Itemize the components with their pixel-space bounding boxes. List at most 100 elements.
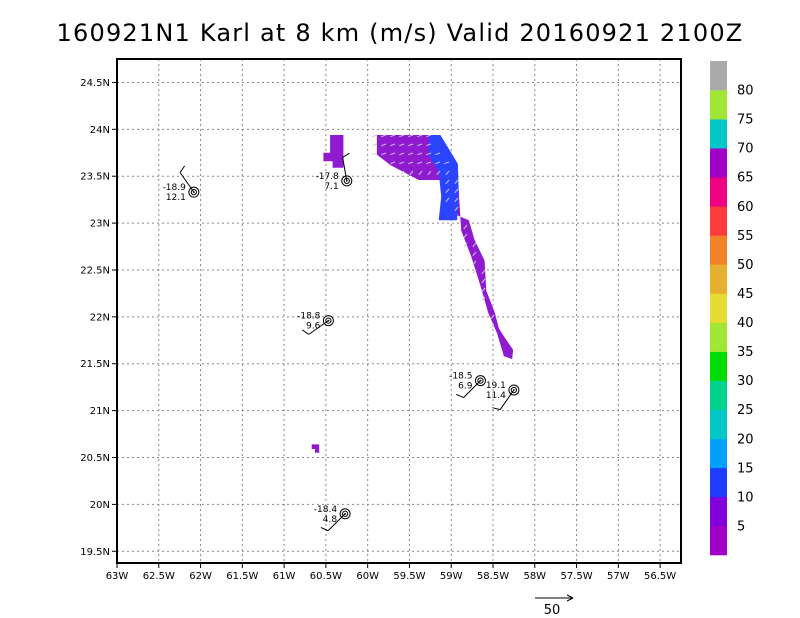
colorbar-swatch (710, 148, 727, 178)
wind-arrow (436, 170, 441, 176)
wind-region-blue-core (428, 135, 459, 221)
x-tick-label: 57.5W (560, 571, 592, 582)
colorbar-swatch (710, 206, 727, 236)
wind-barb-flag (455, 393, 464, 399)
colorbar-swatch (710, 119, 727, 149)
colorbar-label: 20 (737, 432, 754, 447)
station-bottom-value: 9.6 (306, 322, 321, 332)
colorbar: 5 10 15 20 25 30 35 40 45 50 55 60 65 70 75 80 (710, 61, 754, 556)
station: -18.912.1 (163, 165, 200, 203)
colorbar-label: 55 (737, 229, 754, 244)
wind-arrow (481, 296, 486, 302)
wind-arrows (372, 134, 495, 329)
wind-arrow (490, 323, 495, 329)
colorbar-swatch (710, 90, 727, 120)
y-tick-label: 21.5N (80, 359, 110, 370)
reference-vector-label: 50 (544, 603, 561, 618)
colorbar-swatch (710, 496, 727, 527)
station-inner-ring (477, 377, 484, 384)
colorbar-label: 65 (737, 171, 754, 186)
chart-title: 160921N1 Karl at 8 km (m/s) Valid 201609… (57, 19, 744, 47)
wind-arrow (417, 152, 423, 156)
colorbar-label: 45 (737, 287, 754, 302)
colorbar-swatch (710, 235, 727, 265)
wind-arrow (390, 152, 396, 156)
wind-arrow (472, 269, 477, 275)
wind-arrow (454, 206, 459, 212)
colorbar-swatch (710, 438, 727, 469)
wind-arrow (444, 161, 450, 165)
x-tick-label: 61W (273, 571, 296, 582)
x-tick-label: 63W (106, 571, 129, 582)
colorbar-label: 50 (737, 258, 754, 273)
wind-arrow (463, 233, 468, 239)
wind-arrow (418, 170, 423, 176)
wind-arrow (426, 161, 432, 165)
colorbar-label: 35 (737, 345, 754, 360)
wind-arrow (454, 188, 459, 194)
wind-arrow (472, 251, 477, 257)
colorbar-label: 60 (737, 200, 754, 215)
colorbar-swatch (710, 61, 727, 91)
y-tick-label: 23N (90, 219, 110, 230)
colorbar-label: 30 (737, 374, 754, 389)
wind-arrow (490, 314, 495, 320)
reference-vector-head (566, 594, 574, 602)
colorbar-label: 10 (737, 490, 754, 505)
colorbar-label: 40 (737, 316, 754, 331)
wind-barb-flag (320, 527, 329, 532)
wind-arrow (372, 134, 378, 138)
colorbar-label: 15 (737, 461, 754, 476)
station-top-value: 19.1 (486, 381, 506, 391)
wind-arrow (481, 278, 486, 284)
colorbar-label: 80 (737, 84, 754, 99)
wind-arrow (399, 161, 405, 165)
grid-lines (116, 59, 681, 563)
colorbar-swatch (710, 380, 727, 411)
colorbar-label: 25 (737, 403, 754, 418)
x-tick-label: 60.5W (310, 571, 342, 582)
wind-arrow (408, 134, 414, 138)
wind-barb-staff (179, 172, 195, 193)
wind-arrow (435, 161, 441, 165)
wind-arrow (408, 143, 414, 147)
wind-arrow (472, 260, 477, 266)
wind-barb-flag (179, 165, 186, 173)
wind-arrow (381, 152, 387, 156)
wind-arrow (435, 152, 441, 156)
station-top-value: -17.8 (315, 172, 339, 182)
wind-arrow (454, 197, 459, 203)
observation-stations: -18.912.1 -17.87.1 -18.89.6 -18.56.9 19.111.… (163, 152, 520, 532)
wind-barb-flag (492, 407, 501, 411)
wind-arrow (408, 152, 414, 156)
y-tick-label: 20N (90, 500, 110, 511)
station: -18.89.6 (297, 312, 334, 335)
colorbar-swatch (710, 409, 727, 440)
station-bottom-value: 6.9 (458, 382, 473, 392)
y-tick-label: 22.5N (80, 265, 110, 276)
wind-arrow (408, 161, 414, 165)
station: -17.87.1 (315, 152, 353, 192)
wind-arrow (399, 134, 405, 138)
station-bottom-value: 4.8 (323, 515, 338, 525)
wind-arrow (399, 143, 405, 147)
x-tick-label: 59.5W (393, 571, 425, 582)
wind-arrow (409, 170, 414, 176)
wind-barb-flag (301, 329, 310, 335)
y-tick-label: 23.5N (80, 172, 110, 183)
colorbar-label: 75 (737, 113, 754, 128)
wind-arrow (390, 134, 396, 138)
wind-arrow (463, 224, 468, 230)
station-inner-ring (190, 189, 197, 196)
station-bottom-value: 11.4 (486, 391, 506, 401)
wind-arrow (463, 242, 468, 248)
station-top-value: -18.9 (163, 183, 187, 193)
y-axis-ticks: 19.5N 20N 20.5N 21N 21.5N 22N 22.5N 23N 23.5N 24N… (80, 78, 117, 558)
wind-barb-staff (327, 513, 346, 532)
wind-arrow (472, 242, 477, 248)
wind-arrow (390, 161, 396, 165)
x-tick-label: 58.5W (477, 571, 509, 582)
station-top-value: -18.5 (449, 372, 472, 382)
wind-arrow (445, 197, 450, 203)
wind-arrow (372, 152, 378, 156)
